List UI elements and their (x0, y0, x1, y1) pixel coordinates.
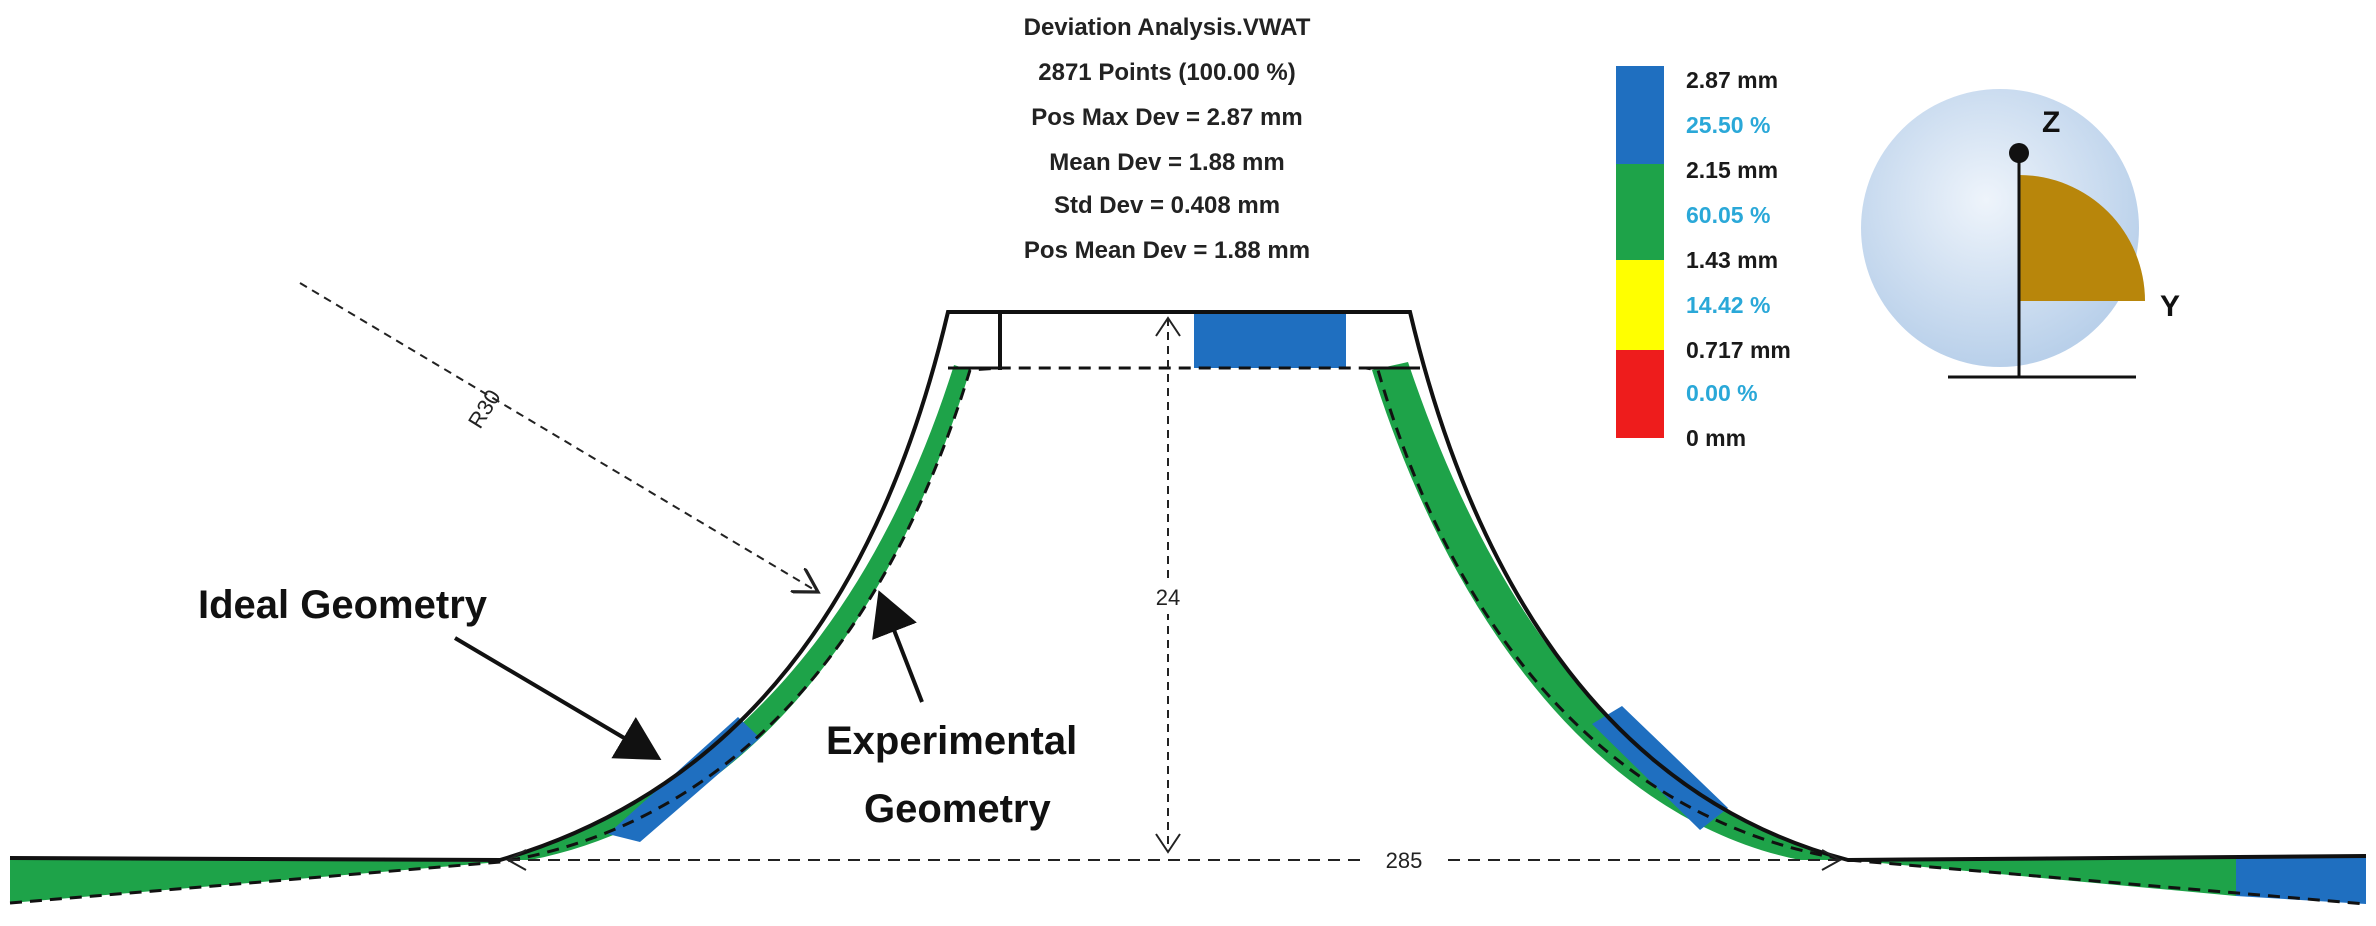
stat-points: 2871 Points (100.00 %) (1038, 59, 1295, 86)
legend-percent-0: 25.50 % (1686, 112, 1770, 138)
right-flange-deviation-blue (2236, 856, 2366, 904)
width-arrow-left (505, 849, 527, 871)
legend-value-1: 2.15 mm (1686, 157, 1778, 183)
stat-mean-dev: Mean Dev = 1.88 mm (1049, 149, 1284, 176)
ideal-geometry-outline (9, 310, 2367, 863)
radius-label: R30 (463, 385, 506, 432)
stat-pos-mean-dev: Pos Mean Dev = 1.88 mm (1024, 237, 1310, 264)
experimental-geometry-arrow (872, 590, 924, 703)
height-arrow-top (1155, 316, 1181, 337)
orientation-fan (2019, 175, 2145, 301)
legend-band-blue (1616, 66, 1664, 164)
profile-geometry (9, 310, 2367, 906)
width-arrow-right (1821, 849, 1843, 871)
height-label: 24 (1156, 585, 1180, 610)
legend-value-4: 0 mm (1686, 425, 1746, 451)
dimension-annotations: R30 24 285 (299, 282, 1843, 876)
legend-value-0: 2.87 mm (1686, 67, 1778, 93)
legend-band-yellow (1616, 260, 1664, 350)
color-legend: 2.87 mm 25.50 % 2.15 mm 60.05 % 1.43 mm … (1616, 66, 1791, 451)
z-axis-label: Z (2042, 106, 2060, 139)
legend-percent-1: 60.05 % (1686, 202, 1770, 228)
left-wall-deviation-blue (608, 717, 760, 842)
ideal-geometry-label: Ideal Geometry (198, 583, 488, 627)
orientation-indicator: Z Y (1861, 89, 2180, 379)
legend-band-green (1616, 164, 1664, 260)
top-deviation-blue (1194, 314, 1346, 368)
width-label-bg (1368, 842, 1440, 876)
legend-percent-2: 14.42 % (1686, 292, 1770, 318)
width-label: 285 (1386, 848, 1423, 873)
right-flange-deviation-green (1848, 856, 2236, 896)
callouts: Ideal Geometry Experimental Geometry (198, 583, 1077, 831)
right-wall-deviation-green (1372, 362, 1848, 860)
experimental-geometry-label-line2: Geometry (864, 787, 1051, 831)
legend-percent-3: 0.00 % (1686, 380, 1758, 406)
height-arrow-bottom (1155, 833, 1181, 854)
stat-std-dev: Std Dev = 0.408 mm (1054, 192, 1280, 219)
legend-value-3: 0.717 mm (1686, 337, 1791, 363)
deviation-stats: Deviation Analysis.VWAT 2871 Points (100… (1024, 14, 1311, 264)
analysis-title: Deviation Analysis.VWAT (1024, 14, 1311, 41)
stat-pos-max-dev: Pos Max Dev = 2.87 mm (1031, 104, 1302, 131)
left-flange-deviation (10, 858, 500, 903)
height-label-bg (1148, 580, 1188, 614)
legend-value-2: 1.43 mm (1686, 247, 1778, 273)
right-wall-deviation-blue (1592, 706, 1728, 830)
left-wall-deviation-green (500, 365, 970, 860)
z-axis-dot (2009, 143, 2029, 163)
legend-band-red (1616, 350, 1664, 438)
y-axis-label: Y (2160, 290, 2180, 323)
radius-leader (299, 282, 818, 592)
ideal-geometry-arrow (453, 636, 662, 761)
experimental-geometry-label-line1: Experimental (826, 719, 1077, 763)
experimental-geometry-outline (9, 366, 2367, 906)
